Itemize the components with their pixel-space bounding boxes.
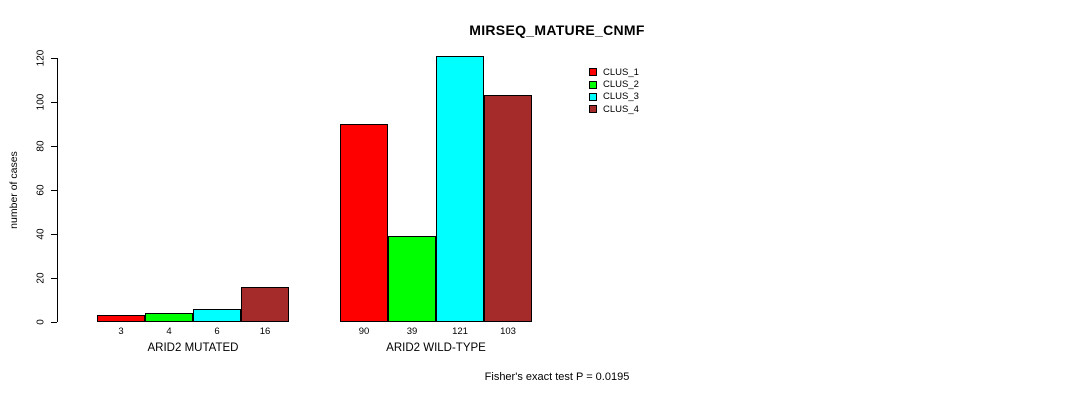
bar-value-label: 3 (118, 326, 124, 337)
legend-label: CLUS_4 (603, 103, 639, 115)
y-tick (51, 322, 57, 323)
y-tick (51, 278, 57, 279)
legend-label: CLUS_3 (603, 91, 639, 103)
y-tick (51, 146, 57, 147)
bar (145, 313, 193, 322)
legend-item: CLUS_2 (589, 78, 639, 90)
legend-label: CLUS_2 (603, 79, 639, 91)
bar-value-label: 103 (500, 326, 516, 337)
bar (241, 287, 289, 322)
footer-annotation: Fisher's exact test P = 0.0195 (484, 371, 630, 383)
y-tick-label: 60 (35, 184, 47, 196)
legend-item: CLUS_4 (589, 103, 639, 115)
bar-value-label: 121 (452, 326, 468, 337)
group-label: ARID2 MUTATED (147, 342, 239, 354)
legend-swatch (589, 68, 597, 77)
legend-swatch (589, 80, 597, 89)
bar-value-label: 6 (214, 326, 220, 337)
group-label: ARID2 WILD-TYPE (386, 342, 486, 354)
legend: CLUS_1 CLUS_2 CLUS_3 CLUS_4 (589, 66, 639, 116)
chart-title: MIRSEQ_MATURE_CNMF (469, 22, 645, 38)
legend-swatch (589, 105, 597, 114)
y-tick (51, 234, 57, 235)
y-tick-label: 20 (35, 272, 47, 284)
legend-swatch (589, 92, 597, 101)
bar (436, 56, 484, 322)
bar-value-label: 90 (358, 326, 370, 337)
bar-value-label: 16 (259, 326, 271, 337)
bar-value-label: 39 (406, 326, 418, 337)
y-tick-label: 120 (35, 49, 47, 67)
bar (484, 95, 532, 322)
y-tick-label: 40 (35, 228, 47, 240)
legend-label: CLUS_1 (603, 66, 639, 78)
legend-item: CLUS_3 (589, 91, 639, 103)
y-tick-label: 100 (35, 93, 47, 111)
bar (340, 124, 388, 322)
bar (97, 315, 145, 322)
legend-item: CLUS_1 (589, 66, 639, 78)
y-tick (51, 102, 57, 103)
y-tick (51, 190, 57, 191)
bar (388, 236, 436, 322)
y-tick (51, 58, 57, 59)
y-tick-label: 0 (35, 319, 47, 325)
bar (193, 309, 241, 322)
y-axis-line (57, 58, 58, 322)
bar-value-label: 4 (166, 326, 172, 337)
y-tick-label: 80 (35, 140, 47, 152)
